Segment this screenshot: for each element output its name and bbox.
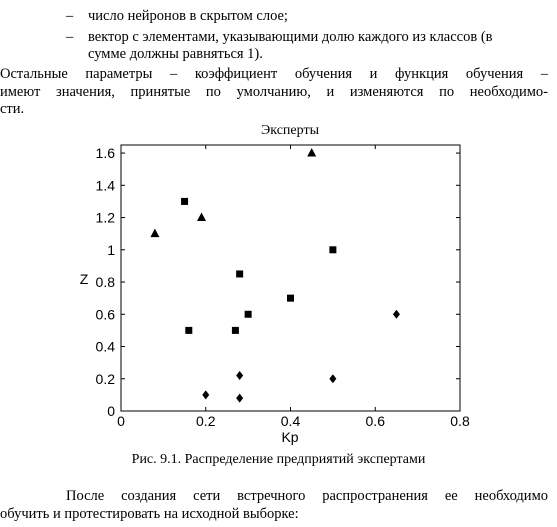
y-tick-label: 1.6 <box>96 145 116 161</box>
x-tick-label: 0 <box>117 413 125 429</box>
y-tick-label: 0.2 <box>96 371 116 387</box>
diamond-point <box>329 374 337 384</box>
y-tick-label: 1.2 <box>96 210 116 226</box>
y-tick-label: 0.8 <box>96 274 116 290</box>
x-tick-label: 0.4 <box>281 413 301 429</box>
paragraph-line: имеют значения, принятые по умолчанию, и… <box>0 83 548 100</box>
y-axis-label: Z <box>80 271 89 287</box>
x-tick-label: 0.2 <box>196 413 216 429</box>
paragraph-line: Остальные параметры – коэффициент обучен… <box>0 66 548 82</box>
square-point <box>181 197 189 205</box>
x-tick-label: 0.6 <box>366 413 386 429</box>
triangle-point <box>150 228 160 238</box>
y-tick-label: 0 <box>107 403 115 419</box>
plot-frame <box>120 144 461 412</box>
body-paragraph: Остальные параметры – коэффициент обучен… <box>0 66 548 119</box>
y-tick-label: 0.4 <box>96 339 116 355</box>
square-point <box>244 310 252 318</box>
y-axis: 0 0.2 0.4 0.6 0.8 1 1.2 1.4 1.6 <box>96 145 460 419</box>
square-point <box>287 294 294 302</box>
bullet-text: вектор с элементами, указывающими долю к… <box>88 29 493 45</box>
x-axis: 0 0.2 0.4 0.6 0.8 <box>117 145 470 429</box>
data-points <box>150 148 400 403</box>
paragraph-line: После создания сети встречного распростр… <box>66 488 548 504</box>
chart-title: Эксперты <box>261 123 320 138</box>
diamond-point <box>202 390 210 400</box>
diamond-point <box>392 309 400 319</box>
square-point <box>236 270 244 278</box>
square-point <box>231 326 239 334</box>
bullet-text: сумме должны равняться 1). <box>88 46 263 62</box>
x-axis-label: Kp <box>281 429 298 445</box>
y-tick-label: 1 <box>107 242 115 258</box>
figure-caption: Рис. 9.1. Распределение предприятий эксп… <box>131 452 426 467</box>
body-paragraph: После создания сети встречного распростр… <box>0 488 548 523</box>
square-point <box>185 326 193 334</box>
y-tick-label: 0.6 <box>96 306 116 322</box>
bullet-dash: – <box>66 8 74 24</box>
x-tick-label: 0.8 <box>450 413 470 429</box>
diamond-point <box>236 393 244 403</box>
paragraph-line: сти. <box>0 101 25 117</box>
bullet-text: число нейронов в скрытом слое; <box>88 8 288 24</box>
bullet-dash: – <box>66 29 74 45</box>
triangle-point <box>197 212 207 222</box>
y-tick-label: 1.4 <box>96 177 116 193</box>
paragraph-line: обучить и протестировать на исходной выб… <box>0 505 299 522</box>
diamond-point <box>236 371 244 381</box>
triangle-point <box>307 148 317 157</box>
square-point <box>329 246 337 254</box>
